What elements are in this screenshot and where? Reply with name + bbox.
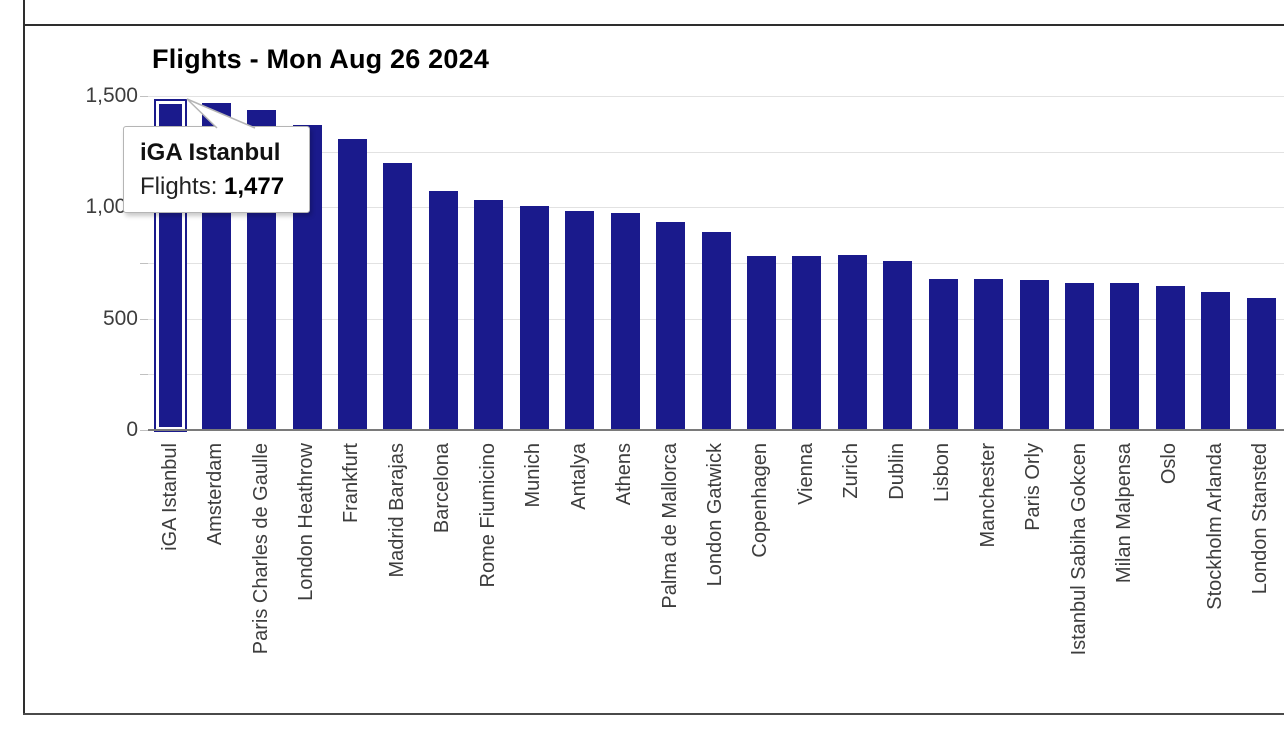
x-axis-label: Frankfurt [340,443,363,524]
bar[interactable] [610,212,640,430]
gridline [148,151,1284,153]
x-axis-label: Rome Fiumicino [476,443,499,588]
tooltip-series-line: Flights: 1,477 [140,170,299,204]
x-axis-label: Barcelona [431,443,454,534]
x-axis-label: Milan Malpensa [1112,443,1135,584]
y-axis-tick [140,96,148,97]
x-axis-label: London Heathrow [295,443,318,601]
x-axis-label: Copenhagen [749,443,772,558]
x-axis-label: Zurich [840,443,863,499]
y-axis-tick [140,263,148,264]
bar[interactable] [1110,283,1140,430]
bar[interactable] [656,221,686,430]
x-axis-label: Amsterdam [204,443,227,546]
x-axis-label: Antalya [567,443,590,510]
x-axis-label: London Gatwick [704,443,726,587]
x-axis-label: Palma de Mallorca [658,443,681,609]
x-axis-label: London Stansted [1249,443,1272,595]
x-axis-label: Athens [613,443,636,506]
x-axis-label: Stockholm Arlanda [1203,443,1226,610]
x-axis-label: iGA Istanbul [158,443,181,551]
x-axis-label: Vienna [794,443,817,505]
x-axis-label: Paris Orly [1022,443,1045,531]
x-axis-label: Manchester [976,443,999,548]
y-axis-tick [140,430,148,431]
panel-border-bottom [23,713,1284,715]
bar[interactable] [383,162,413,430]
chart-title: Flights - Mon Aug 26 2024 [152,44,490,74]
tooltip-title: iGA Istanbul [140,139,281,166]
tooltip-series-label: Flights: [140,173,225,200]
x-axis-label: Paris Charles de Gaulle [249,443,272,655]
x-axis-line [148,429,1284,431]
bar[interactable] [428,190,458,430]
y-axis-tick [140,374,148,376]
tooltip: iGA Istanbul Flights: 1,477 [123,126,310,213]
gridline [148,207,1284,209]
bar[interactable] [701,231,731,430]
x-axis-label: Munich [522,443,545,508]
bar[interactable] [928,278,958,430]
bar[interactable] [337,139,367,430]
bar[interactable] [837,255,867,430]
bar[interactable] [565,210,595,430]
bar[interactable] [792,256,822,430]
bar[interactable] [1019,279,1049,430]
y-axis-tick [140,318,148,320]
x-axis-label: Oslo [1158,443,1181,485]
bar[interactable] [519,206,549,430]
x-axis-label: Lisbon [931,443,954,502]
x-axis-label: Dublin [885,443,908,500]
bar[interactable] [746,256,776,430]
y-axis-label: 500 [102,306,138,330]
x-axis-label: Istanbul Sabiha Gokcen [1067,443,1090,656]
bar[interactable] [1201,291,1231,430]
y-axis-label: 0 [126,418,138,441]
tooltip-value: 1,477 [224,173,285,200]
panel-border-top [23,24,1284,26]
y-axis-label: 1,500 [85,84,138,107]
gridline [148,96,1284,97]
bar[interactable] [1246,297,1276,430]
x-axis-label: Madrid Barajas [385,443,408,578]
panel-border-left [23,0,25,715]
bar[interactable] [1155,286,1185,430]
tooltip-callout-arrow [186,98,256,129]
bar[interactable] [974,278,1004,430]
bar[interactable] [883,260,913,430]
bar[interactable] [474,199,504,430]
bar[interactable] [1065,283,1095,430]
